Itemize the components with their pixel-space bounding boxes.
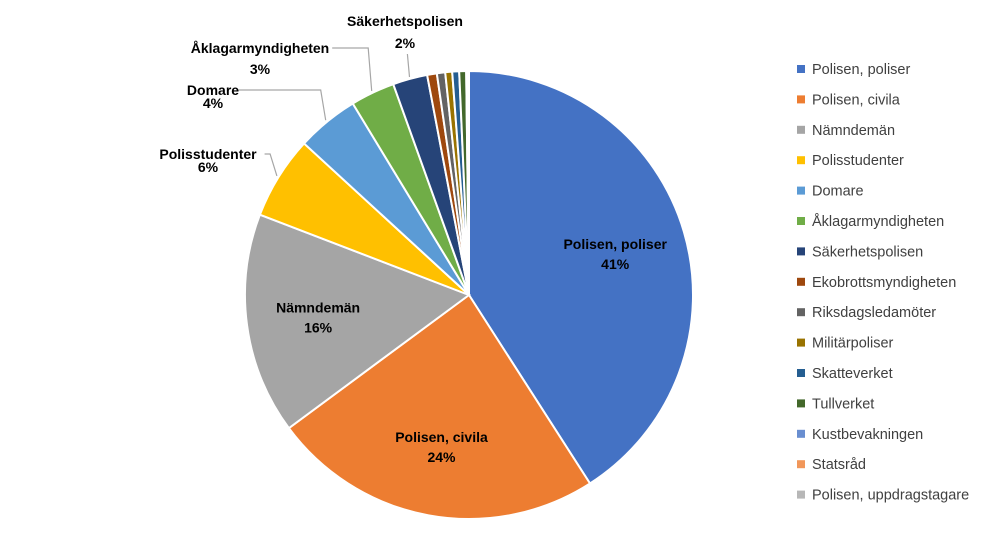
data-label-name: Nämndemän [276,300,360,316]
legend-item-label: Polisen, uppdragstagare [812,488,969,504]
data-label-name: Polisen, civila [395,429,488,445]
legend-item-label: Nämndemän [812,123,895,139]
legend-swatch [797,490,805,499]
legend-item-label: Statsråd [812,457,866,473]
legend-item-label: Polisen, poliser [812,62,910,78]
pie-slices [243,69,694,520]
legend-swatch [797,277,805,286]
legend-item-label: Riksdagsledamöter [812,305,936,321]
legend-swatch [797,308,805,317]
legend-item-label: Domare [812,184,864,200]
legend-swatch [797,399,805,408]
legend-swatch [797,125,805,134]
legend-item-label: Polisstudenter [812,153,904,169]
data-label-value: 41% [601,256,630,272]
data-label-value: 3% [250,61,271,77]
legend-item-label: Skatteverket [812,366,893,382]
legend-item-label: Polisen, civila [812,92,901,108]
data-label-name: Domare [187,82,239,98]
legend-swatch [797,186,805,195]
legend-item-label: Tullverket [812,396,874,412]
pie-slice-polisen-poliser [468,69,694,485]
pie-slice-polisen-uppdragstagare [467,69,470,296]
data-label-name: Åklagarmyndigheten [191,40,329,56]
legend-swatch [797,429,805,438]
legend-swatch [797,338,805,347]
data-label-value: 16% [304,320,333,336]
legend-item-label: Militärpoliser [812,336,894,352]
legend-swatch [797,460,805,469]
legend-swatch [797,217,805,225]
legend-item-label: Åklagarmyndigheten [812,213,944,230]
data-labels: Polisen, poliser 41% Polisen, civila 24% Näm… [159,13,667,465]
legend: Polisen, poliser Polisen, civila Nämndemän… [797,62,969,504]
pie-slice-namndeman [243,213,472,430]
legend-swatch [797,65,805,73]
data-label-name: Säkerhetspolisen [347,13,463,29]
data-label-value: 2% [395,35,416,51]
legend-swatch [797,247,805,256]
legend-item-label: Ekobrottsmyndigheten [812,275,956,291]
data-label-value: 24% [427,449,456,465]
legend-item-label: Kustbevakningen [812,427,923,443]
leader-line [238,89,327,121]
legend-item-label: Säkerhetspolisen [812,244,923,260]
data-label-name: Polisstudenter [159,146,257,162]
data-label-name: Polisen, poliser [563,236,667,252]
leader-lines [238,47,411,177]
data-label-value: 4% [203,95,224,111]
leader-line [332,47,373,92]
leader-line [264,153,278,177]
leader-line [406,53,411,78]
data-label-value: 6% [198,159,219,175]
legend-swatch [797,369,805,377]
legend-swatch [797,156,805,165]
legend-swatch [797,95,805,104]
pie-slice-polisen-civila [287,293,592,520]
